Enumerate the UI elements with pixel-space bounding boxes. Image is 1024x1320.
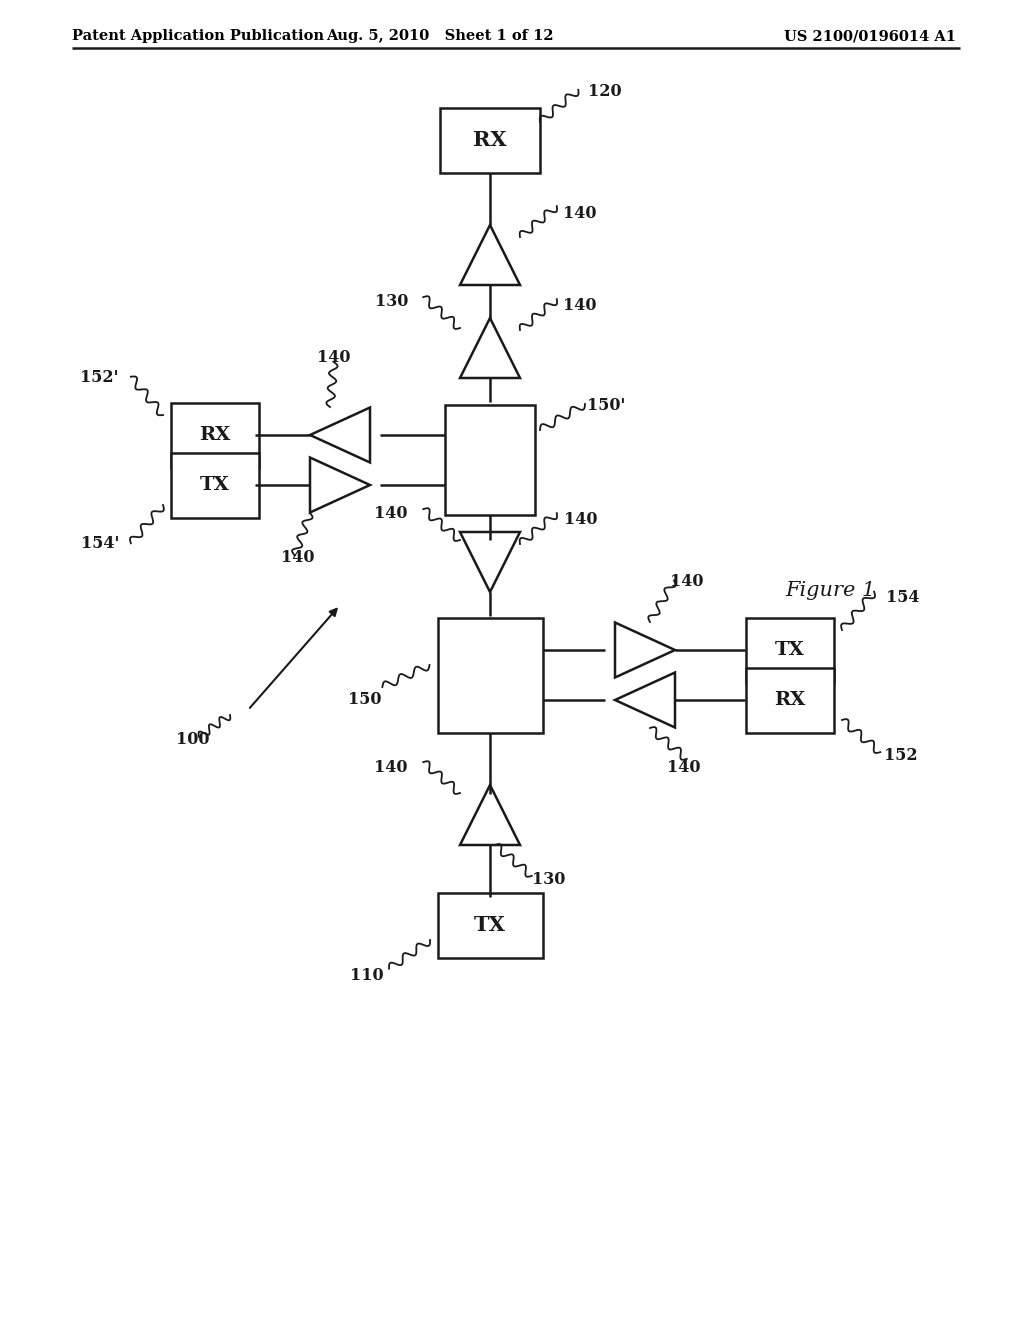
Text: Figure 1: Figure 1 [784, 581, 876, 599]
Text: 140: 140 [564, 511, 597, 528]
Text: RX: RX [200, 426, 230, 444]
Text: 110: 110 [350, 966, 384, 983]
Text: 130: 130 [532, 871, 565, 888]
Text: 140: 140 [563, 205, 597, 222]
Text: 140: 140 [667, 759, 700, 776]
Text: Patent Application Publication: Patent Application Publication [72, 29, 324, 44]
Text: 152': 152' [81, 368, 119, 385]
Text: 150: 150 [348, 692, 382, 709]
Text: 100: 100 [176, 731, 210, 748]
Bar [437, 618, 543, 733]
Bar [746, 618, 834, 682]
Text: 120: 120 [588, 83, 622, 100]
Text: 154: 154 [886, 590, 920, 606]
Text: 140: 140 [375, 506, 408, 523]
Bar [171, 453, 259, 517]
Text: TX: TX [200, 477, 230, 494]
Text: RX: RX [774, 690, 806, 709]
Bar [445, 405, 535, 515]
Text: 140: 140 [670, 573, 703, 590]
Bar [440, 107, 540, 173]
Bar [437, 892, 543, 957]
Text: RX: RX [473, 129, 507, 150]
Text: TX: TX [775, 642, 805, 659]
Text: Aug. 5, 2010   Sheet 1 of 12: Aug. 5, 2010 Sheet 1 of 12 [327, 29, 554, 44]
Bar [171, 403, 259, 467]
Text: US 2100/0196014 A1: US 2100/0196014 A1 [784, 29, 956, 44]
Text: 140: 140 [317, 348, 351, 366]
Text: 130: 130 [375, 293, 408, 310]
Text: TX: TX [474, 915, 506, 935]
Text: 140: 140 [563, 297, 597, 314]
Text: 150': 150' [587, 396, 626, 413]
Text: 140: 140 [375, 759, 408, 776]
Text: 140: 140 [282, 549, 314, 565]
Bar [746, 668, 834, 733]
Text: 152: 152 [884, 747, 918, 763]
Text: 154': 154' [81, 535, 119, 552]
